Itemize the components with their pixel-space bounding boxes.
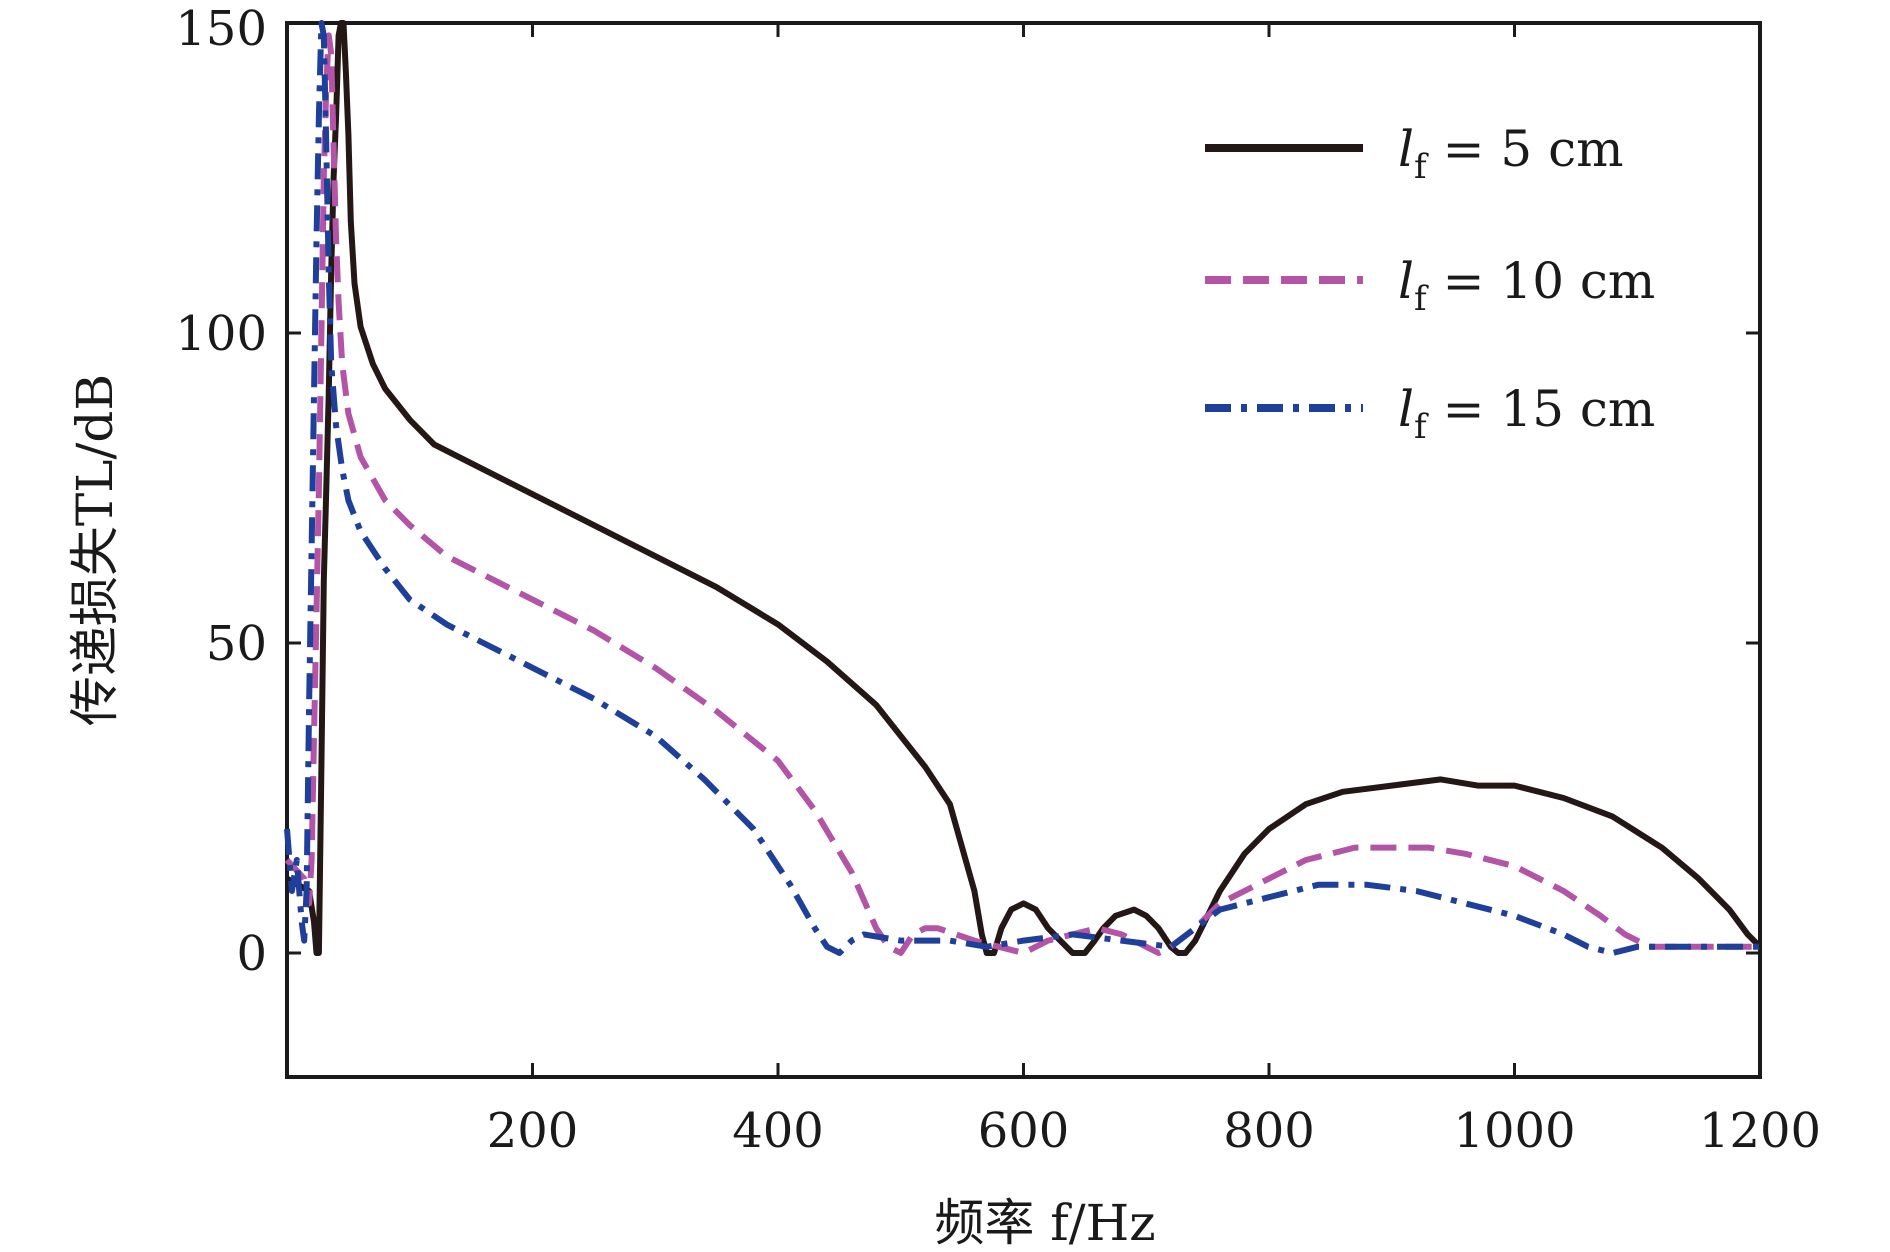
legend-label-3: lf = 15 cm xyxy=(1398,380,1655,447)
legend-var: l xyxy=(1398,252,1414,310)
legend-value: = 15 cm xyxy=(1443,380,1656,438)
legend-label-2: lf = 10 cm xyxy=(1398,252,1655,319)
x-tick-label: 400 xyxy=(732,1103,824,1159)
y-tick-label: 50 xyxy=(206,616,267,672)
x-tick-label: 800 xyxy=(1223,1103,1315,1159)
x-tick-label: 1000 xyxy=(1453,1103,1575,1159)
x-tick-labels: 200 400 600 800 1000 1200 xyxy=(487,1103,1821,1159)
legend-var: l xyxy=(1398,120,1414,178)
legend-value: = 10 cm xyxy=(1443,252,1656,310)
legend-var: l xyxy=(1398,380,1414,438)
y-tick-label: 150 xyxy=(175,1,267,57)
y-tick-label: 100 xyxy=(175,306,267,362)
legend-label-1: lf = 5 cm xyxy=(1398,120,1624,187)
legend-subscript: f xyxy=(1414,147,1429,187)
series-group xyxy=(284,20,1763,956)
legend-subscript: f xyxy=(1414,279,1429,319)
series-line-2 xyxy=(284,32,1760,956)
legend-subscript: f xyxy=(1414,407,1429,447)
plot-frame xyxy=(285,21,1762,1079)
x-tick-label: 600 xyxy=(978,1103,1070,1159)
series-line-3 xyxy=(284,20,1760,956)
y-tick-label: 0 xyxy=(236,926,267,982)
legend-value: = 5 cm xyxy=(1443,120,1624,178)
y-axis-title: 传递损失TL/dB xyxy=(66,374,124,726)
x-tick-label: 200 xyxy=(487,1103,579,1159)
x-tick-label: 1200 xyxy=(1699,1103,1821,1159)
axis-ticks xyxy=(287,21,1762,1077)
x-axis-title: 频率 f/Hz xyxy=(934,1194,1155,1252)
y-tick-labels: 0 50 100 150 xyxy=(175,1,267,982)
